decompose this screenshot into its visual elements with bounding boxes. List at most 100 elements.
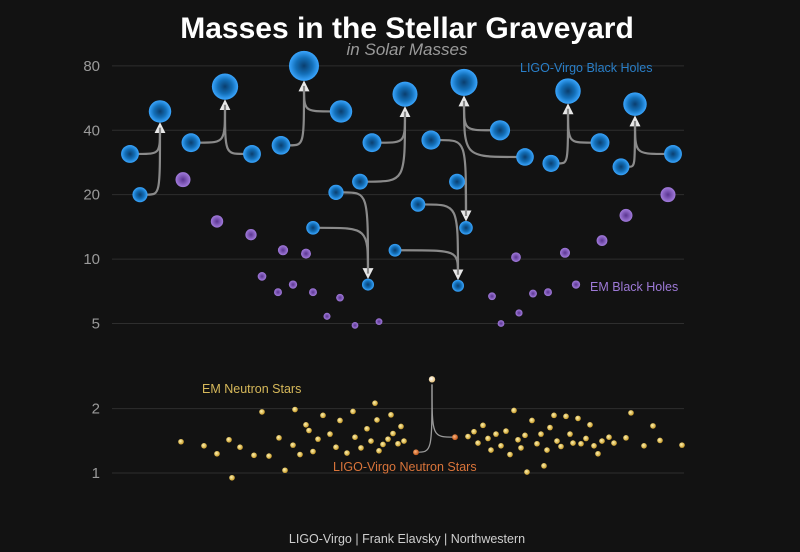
em-neutron-star-point <box>306 427 312 434</box>
ns-merger-arrow-1 <box>431 384 456 438</box>
y-tick-label-80: 80 <box>83 58 100 75</box>
em-neutron-star-point <box>493 431 499 437</box>
em-black-hole-point <box>301 248 311 259</box>
ligo-black-hole-remnant-point <box>452 279 464 292</box>
em-neutron-star-point <box>465 433 471 440</box>
ligo-neutron-star-point <box>452 434 458 441</box>
em-neutron-star-point <box>372 400 378 406</box>
ligo-black-hole-point <box>590 133 610 153</box>
em-neutron-star-point <box>201 443 207 449</box>
ligo-black-hole-remnant-point <box>289 50 319 81</box>
ligo-black-hole-point <box>410 197 426 212</box>
em-neutron-star-point <box>578 440 584 447</box>
merger-arrow-8-1 <box>566 108 592 144</box>
ligo-black-hole-point <box>132 187 148 203</box>
em-neutron-star-point <box>352 434 358 441</box>
em-neutron-star-point <box>547 424 553 431</box>
em-neutron-star-point <box>567 431 573 437</box>
em-black-hole-point <box>274 288 282 297</box>
em-neutron-star-point <box>368 438 374 444</box>
ligo-black-hole-point <box>362 133 382 153</box>
em-black-hole-point <box>309 288 317 297</box>
ligo-black-hole-remnant-point <box>148 100 172 123</box>
em-neutron-star-point <box>259 409 265 415</box>
merger-arrows <box>138 80 665 453</box>
em-neutron-star-point <box>558 443 564 450</box>
em-neutron-star-point <box>333 444 339 451</box>
em-neutron-star-point <box>611 440 617 446</box>
ligo-black-hole-remnant-point <box>392 81 418 107</box>
y-tick-label-40: 40 <box>83 122 100 139</box>
em-neutron-star-point <box>350 408 356 415</box>
em-neutron-star-point <box>358 445 364 451</box>
em-neutron-star-point <box>390 430 396 437</box>
ligo-black-hole-remnant-point <box>211 73 239 100</box>
em-black-hole-point <box>660 187 676 203</box>
em-neutron-star-point <box>551 412 557 419</box>
ligo-neutron-star-remnant-point <box>428 376 436 383</box>
ns-merger-arrow-0 <box>415 384 433 453</box>
ligo-black-hole-point <box>271 136 291 155</box>
em-neutron-star-point <box>229 474 235 481</box>
em-neutron-star-point <box>310 448 316 455</box>
ligo-black-hole-remnant-point <box>459 221 473 235</box>
em-neutron-star-point <box>385 436 391 442</box>
em-neutron-star-point <box>518 445 524 451</box>
ligo-black-hole-point <box>421 130 441 150</box>
grid-lines <box>112 65 684 474</box>
ligo-black-hole-point <box>516 148 534 166</box>
merger-arrow-3-1 <box>367 111 407 183</box>
merger-arrow-4-0 <box>342 191 374 280</box>
ligo-black-hole-point <box>489 120 511 141</box>
em-black-hole-point <box>511 252 521 263</box>
merger-arrow-7-1 <box>462 100 518 159</box>
ligo-neutron-star-point <box>413 449 419 456</box>
em-neutron-star-point <box>297 451 303 458</box>
em-black-hole-point <box>336 293 344 302</box>
em-neutron-star-point <box>401 438 407 444</box>
credit-line: LIGO-Virgo | Frank Elavsky | Northwester… <box>289 532 525 546</box>
em-neutron-star-point <box>488 447 494 453</box>
y-tick-label-5: 5 <box>92 315 100 332</box>
ligo-black-hole-point <box>664 145 682 163</box>
em-neutron-star-point <box>606 434 612 441</box>
em-neutron-star-point <box>524 469 530 475</box>
merger-arrow-9-1 <box>633 120 665 156</box>
chart-title: Masses in the Stellar Graveyard <box>180 12 634 45</box>
em-neutron-star-point <box>628 410 634 416</box>
data-points <box>121 50 685 481</box>
merger-arrow-5-1 <box>400 249 460 275</box>
em-black-hole-point <box>596 235 608 247</box>
y-tick-label-10: 10 <box>83 251 100 268</box>
merger-arrow-1-1 <box>223 104 244 156</box>
em-neutron-star-point <box>498 443 504 449</box>
em-black-hole-point <box>571 280 581 289</box>
em-neutron-star-point <box>541 463 547 469</box>
em-neutron-star-point <box>554 438 560 444</box>
ligo-black-hole-point <box>121 145 139 163</box>
merger-arrow-2-0 <box>289 80 310 147</box>
em-black-hole-point <box>245 229 257 241</box>
em-neutron-star-point <box>641 443 647 449</box>
em-neutron-star-point <box>679 442 685 448</box>
em-black-hole-point <box>560 247 570 258</box>
em-neutron-star-point <box>650 423 656 429</box>
em-black-hole-point <box>488 292 496 301</box>
em-neutron-star-point <box>398 423 404 430</box>
em-neutron-star-point <box>591 443 597 449</box>
y-tick-label-1: 1 <box>92 465 100 482</box>
merger-arrow-6-1 <box>463 180 468 217</box>
merger-arrow-2-1 <box>302 85 331 113</box>
ligo-black-hole-remnant-point <box>362 278 374 291</box>
em-neutron-star-point <box>251 452 257 459</box>
em-neutron-star-point <box>266 453 272 459</box>
em-neutron-star-point <box>374 417 380 423</box>
em-neutron-star-point <box>485 435 491 442</box>
em-neutron-star-point <box>595 450 601 457</box>
merger-arrow-0-1 <box>146 127 162 196</box>
legend-ligo-black-holes: LIGO-Virgo Black Holes <box>520 61 652 75</box>
em-black-hole-point <box>257 272 267 281</box>
em-neutron-star-point <box>511 407 517 414</box>
ligo-black-hole-remnant-point <box>555 78 581 104</box>
